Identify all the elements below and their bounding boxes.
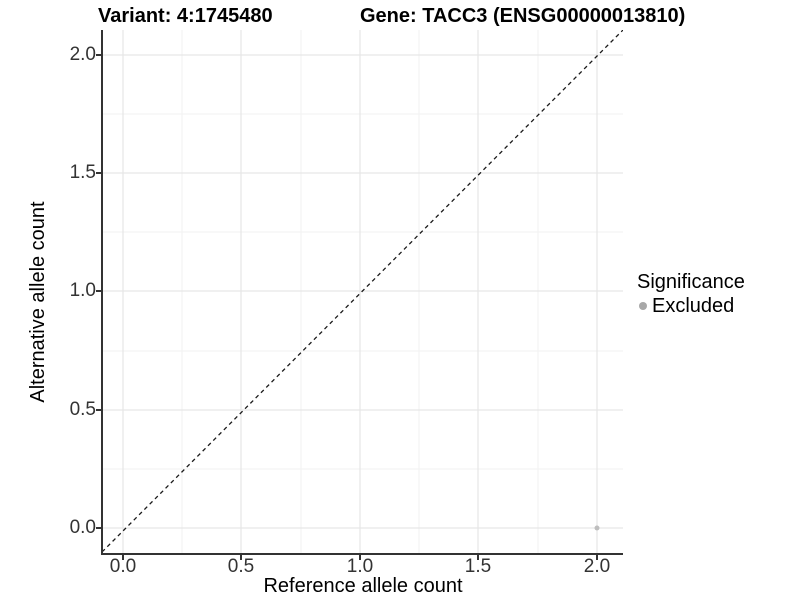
plot-title-gene: Gene: TACC3 (ENSG00000013810): [360, 5, 686, 27]
legend: Significance Excluded: [637, 270, 745, 318]
y-tick-label: 0.0: [69, 517, 96, 538]
major-gridlines: [103, 30, 623, 553]
x-tick: [359, 555, 361, 560]
legend-point-icon: [639, 302, 647, 310]
y-axis-title: Alternative allele count: [27, 201, 49, 403]
y-tick: [96, 290, 101, 292]
x-tick: [596, 555, 598, 560]
plot-panel: [101, 30, 623, 555]
x-tick-label: 2.0: [583, 556, 611, 577]
legend-item-excluded: Excluded: [637, 294, 745, 318]
x-tick-label: 1.5: [464, 556, 492, 577]
legend-title: Significance: [637, 271, 745, 293]
y-tick: [96, 54, 101, 56]
data-point-excluded: [594, 525, 600, 531]
y-tick: [96, 527, 101, 529]
plot-title-variant: Variant: 4:1745480: [98, 5, 273, 27]
x-tick: [477, 555, 479, 560]
x-tick-label: 0.0: [109, 556, 137, 577]
identity-line: [103, 30, 623, 552]
y-tick-label: 2.0: [69, 44, 96, 65]
y-tick-label: 1.0: [69, 280, 96, 301]
legend-item-label: Excluded: [652, 295, 735, 317]
y-tick: [96, 172, 101, 174]
y-tick-label: 0.5: [69, 399, 96, 420]
x-axis-title: Reference allele count: [263, 575, 463, 597]
plot-canvas: [103, 30, 623, 553]
y-tick-label: 1.5: [69, 162, 96, 183]
x-tick: [240, 555, 242, 560]
y-tick: [96, 409, 101, 411]
x-tick: [122, 555, 124, 560]
x-tick-label: 0.5: [227, 556, 255, 577]
x-tick-label: 1.0: [346, 556, 374, 577]
